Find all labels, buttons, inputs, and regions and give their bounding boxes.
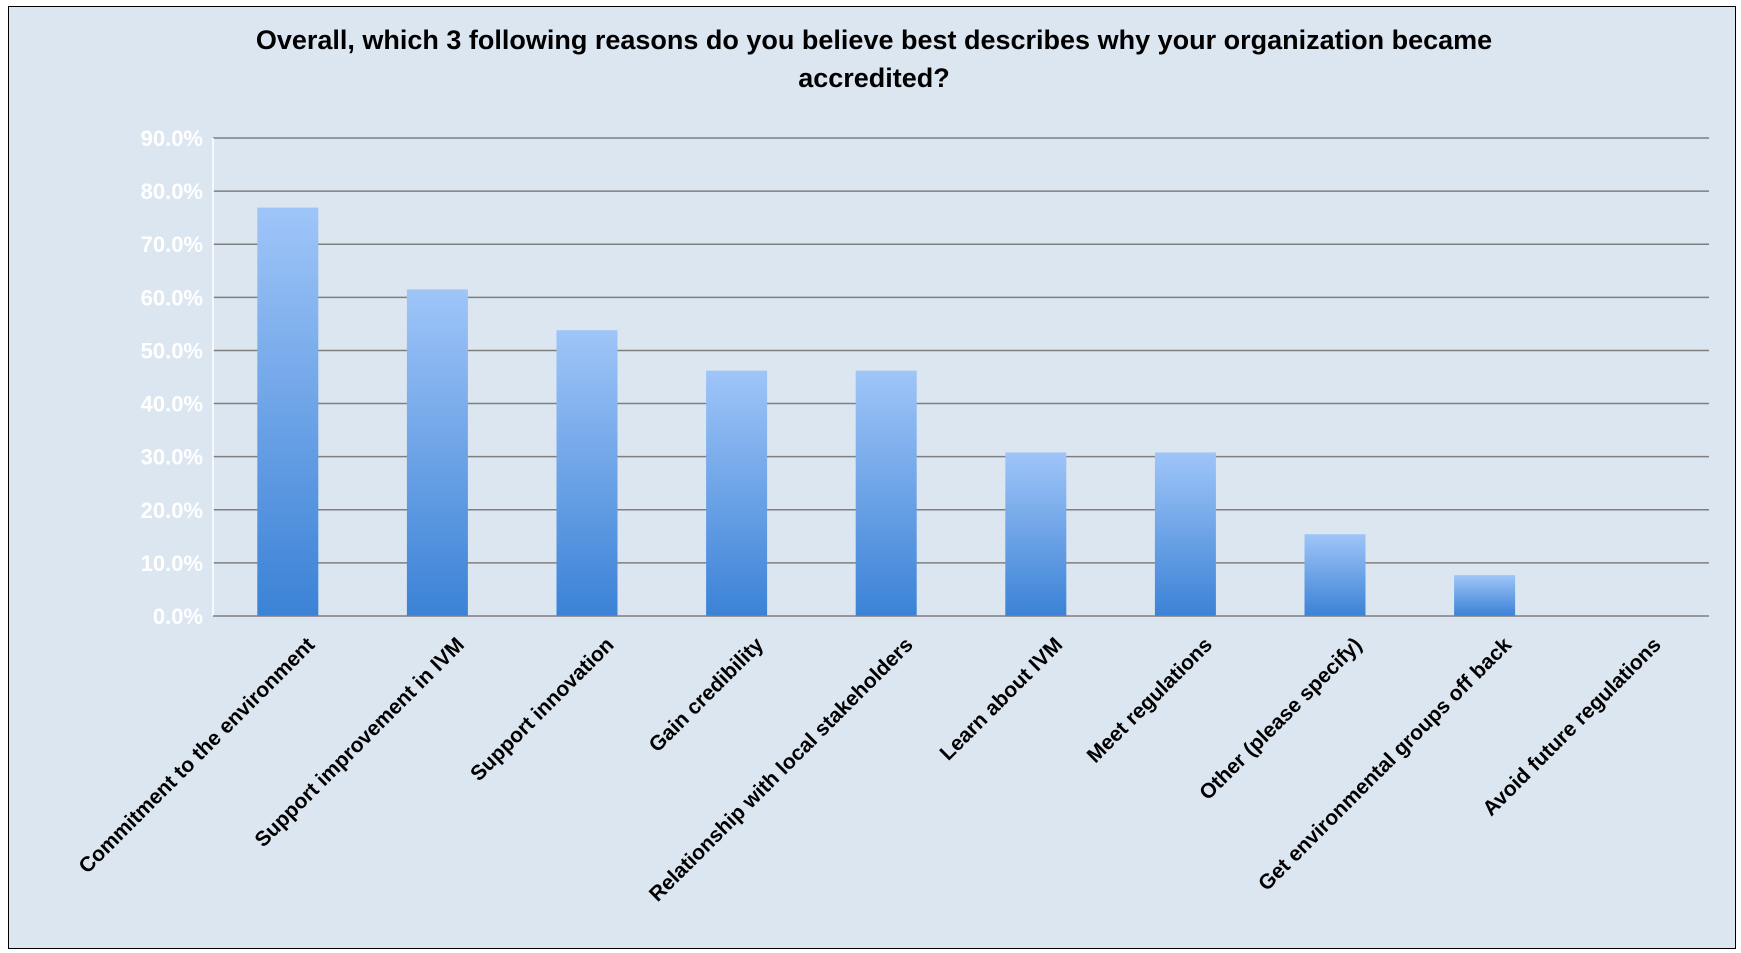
- x-category-label: Learn about IVM: [936, 633, 1068, 765]
- y-tick-label: 40.0%: [141, 392, 203, 417]
- y-axis-ticks: 0.0% 10.0% 20.0% 30.0% 40.0% 50.0% 60.0% 70.0% 8…: [141, 126, 203, 629]
- bar-chart: Overall, which 3 following reasons do yo…: [75, 25, 1709, 906]
- y-tick-label: 70.0%: [141, 232, 203, 257]
- chart-title: Overall, which 3 following reasons do yo…: [256, 25, 1492, 93]
- y-tick-label: 10.0%: [141, 551, 203, 576]
- x-category-label: Gain credibility: [645, 633, 769, 757]
- bar-6: [1005, 452, 1067, 616]
- y-tick-label: 30.0%: [141, 445, 203, 470]
- bar-8: [1304, 534, 1366, 616]
- bar-2: [406, 289, 468, 616]
- x-category-label: Avoid future regulations: [1478, 633, 1665, 820]
- x-category-label: Other (please specify): [1195, 633, 1366, 804]
- axes: [212, 138, 1709, 617]
- chart-title-line: Overall, which 3 following reasons do yo…: [256, 25, 1492, 55]
- x-category-label: Relationship with local stakeholders: [645, 633, 918, 906]
- bar-7: [1154, 452, 1216, 616]
- y-tick-label: 0.0%: [153, 604, 203, 629]
- bars: [257, 207, 1516, 616]
- x-category-label: Meet regulations: [1083, 633, 1217, 767]
- bar-1: [257, 207, 319, 616]
- y-tick-label: 80.0%: [141, 179, 203, 204]
- x-category-label: Support innovation: [466, 633, 618, 785]
- bar-4: [706, 370, 768, 616]
- chart-frame: Overall, which 3 following reasons do yo…: [8, 6, 1736, 949]
- x-category-label: Commitment to the environment: [75, 633, 320, 878]
- bar-9: [1454, 575, 1516, 616]
- bar-5: [855, 370, 917, 616]
- chart-title-line: accredited?: [798, 63, 950, 93]
- y-tick-label: 60.0%: [141, 285, 203, 310]
- x-category-label: Get environmental groups off back: [1254, 633, 1516, 895]
- y-tick-label: 20.0%: [141, 498, 203, 523]
- y-tick-label: 50.0%: [141, 338, 203, 363]
- y-tick-label: 90.0%: [141, 126, 203, 151]
- bar-3: [556, 330, 618, 616]
